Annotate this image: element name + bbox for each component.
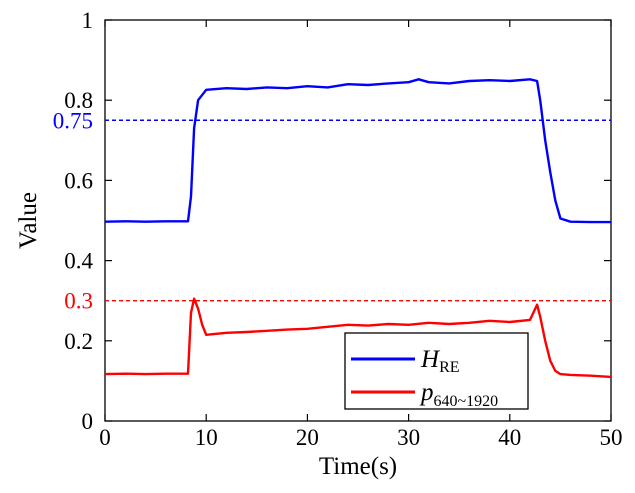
x-tick-label: 50	[600, 425, 623, 450]
x-tick-label: 10	[195, 425, 218, 450]
y-tick-label: 0.2	[64, 329, 93, 354]
x-tick-label: 30	[397, 425, 420, 450]
reference-line-label: 0.75	[53, 108, 93, 133]
reference-line-label: 0.3	[64, 289, 93, 314]
series-lines	[104, 78, 612, 379]
y-axis-title: Value	[15, 192, 42, 249]
legend-label-p-main: p	[419, 379, 434, 406]
y-tick-label: 0	[82, 409, 94, 434]
legend-label-p-sub: 640~1920	[434, 393, 499, 410]
legend-label-p: p640~1920	[419, 379, 498, 410]
y-tick-label: 0.8	[64, 88, 93, 113]
x-tick-label: 20	[296, 425, 319, 450]
x-tick-label: 0	[99, 425, 111, 450]
reference-lines: 0.75 0.3	[53, 108, 611, 314]
legend-box	[344, 332, 529, 410]
x-tick-label: 40	[498, 425, 521, 450]
legend: HRE p640~1920	[344, 332, 529, 410]
legend-label-hre-sub: RE	[439, 359, 459, 376]
y-tick-label: 0.4	[64, 249, 93, 274]
axis-ticks: 0 10 20 30 40 50 0 0.2 0.4 0.6 0.8 1	[64, 8, 622, 450]
x-axis-title: Time(s)	[319, 453, 397, 480]
legend-label-hre: HRE	[420, 346, 460, 376]
legend-label-hre-main: H	[420, 346, 441, 373]
y-tick-label: 1	[82, 8, 94, 33]
y-tick-label: 0.6	[64, 168, 93, 193]
